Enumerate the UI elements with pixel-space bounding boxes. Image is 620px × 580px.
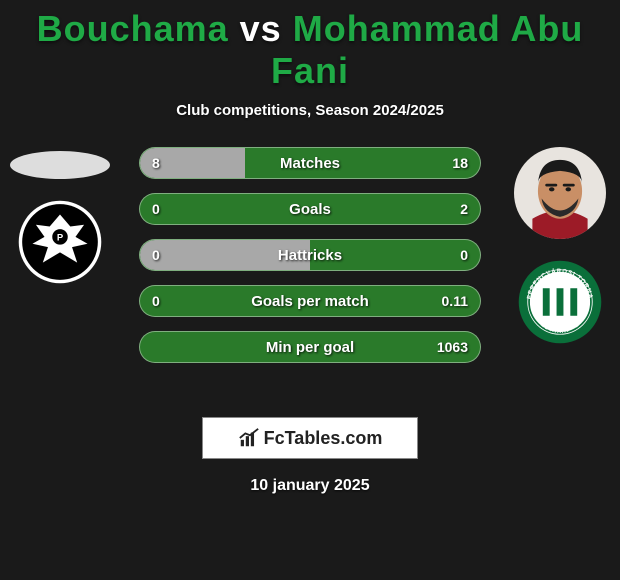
chart-icon — [238, 427, 260, 449]
title-vs: vs — [240, 8, 282, 49]
stat-label: Goals per match — [140, 293, 480, 310]
stat-value-right: 2 — [460, 201, 468, 217]
subtitle: Club competitions, Season 2024/2025 — [0, 102, 620, 119]
stat-row: 0Goals2 — [139, 193, 481, 225]
stat-row: 0Hattricks0 — [139, 239, 481, 271]
stat-value-right: 0 — [460, 247, 468, 263]
title-player1: Bouchama — [37, 8, 229, 49]
right-column: FERENCVÁROSI TORNA B.PEST.IX.K · 1899 — [510, 147, 610, 345]
stat-value-right: 1063 — [437, 339, 468, 355]
svg-text:P: P — [57, 232, 63, 243]
stat-row: 8Matches18 — [139, 147, 481, 179]
stat-label: Min per goal — [140, 339, 480, 356]
player2-face-icon — [514, 147, 606, 239]
stat-label: Matches — [140, 155, 480, 172]
stat-row: 0Goals per match0.11 — [139, 285, 481, 317]
preussen-badge-icon: P — [17, 199, 103, 285]
stat-value-right: 0.11 — [442, 293, 468, 309]
player2-club-logo: FERENCVÁROSI TORNA B.PEST.IX.K · 1899 — [517, 259, 603, 345]
ferencvaros-badge-icon: FERENCVÁROSI TORNA B.PEST.IX.K · 1899 — [517, 256, 603, 348]
stat-row: Min per goal1063 — [139, 331, 481, 363]
stat-label: Goals — [140, 201, 480, 218]
stat-value-right: 18 — [452, 155, 468, 171]
left-column: P — [10, 147, 110, 285]
player1-avatar-placeholder — [10, 151, 110, 179]
player1-club-logo: P — [17, 199, 103, 285]
date-text: 10 january 2025 — [0, 477, 620, 495]
brand-text: FcTables.com — [264, 428, 383, 449]
stat-bars: 8Matches180Goals20Hattricks00Goals per m… — [139, 147, 481, 363]
player2-avatar — [514, 147, 606, 239]
compare-area: P — [0, 147, 620, 397]
brand-box[interactable]: FcTables.com — [202, 417, 418, 459]
stat-label: Hattricks — [140, 247, 480, 264]
page-title: Bouchama vs Mohammad Abu Fani — [0, 0, 620, 92]
title-player2: Mohammad Abu Fani — [271, 8, 583, 91]
